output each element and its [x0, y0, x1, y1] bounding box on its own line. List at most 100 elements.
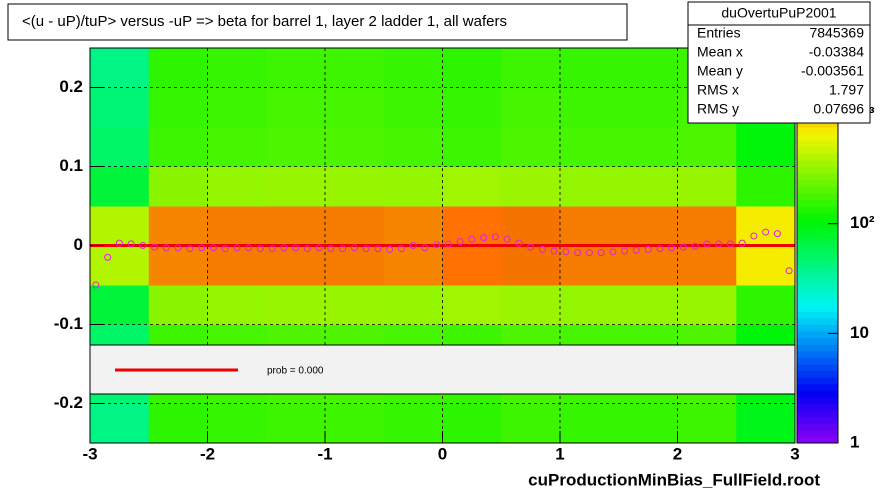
- heat-cell: [442, 403, 502, 444]
- profile-point: [621, 247, 629, 255]
- heat-cell: [560, 166, 620, 207]
- heat-cell: [325, 48, 385, 88]
- profile-point: [679, 243, 687, 251]
- color-bar-step: [797, 258, 838, 266]
- profile-point: [127, 240, 135, 248]
- heat-cell: [442, 206, 502, 246]
- heat-cell: [736, 403, 796, 444]
- stats-value: -0.03384: [809, 44, 864, 60]
- heat-cell: [501, 245, 561, 286]
- profile-point: [750, 232, 758, 240]
- heat-cell: [442, 127, 502, 167]
- heat-cell: [383, 48, 443, 88]
- heat-cell: [207, 245, 267, 286]
- profile-point: [292, 244, 300, 252]
- heat-cell: [90, 87, 150, 128]
- heat-cell: [148, 206, 208, 246]
- heat-cell: [736, 285, 796, 325]
- profile-point: [468, 235, 476, 243]
- heat-cell: [501, 403, 561, 444]
- heat-cell: [618, 48, 678, 88]
- heat-cell: [325, 166, 385, 207]
- profile-point: [174, 244, 182, 252]
- profile-point: [397, 245, 405, 253]
- y-tick-label: 0: [74, 235, 83, 254]
- color-bar-step: [797, 271, 838, 279]
- heat-cell: [266, 166, 326, 207]
- heat-cell: [677, 245, 737, 286]
- color-bar-step: [797, 120, 838, 128]
- color-bar-step: [797, 153, 838, 161]
- x-tick-label: 0: [438, 444, 447, 463]
- color-bar-step: [797, 383, 838, 391]
- color-bar-step: [797, 357, 838, 365]
- x-tick-label: -3: [82, 444, 97, 463]
- heat-cell: [560, 403, 620, 444]
- profile-point: [456, 238, 464, 246]
- profile-point: [362, 245, 370, 253]
- profile-point: [444, 240, 452, 248]
- profile-point: [773, 230, 781, 238]
- color-bar-step: [797, 133, 838, 141]
- heat-cell: [90, 166, 150, 207]
- profile-point: [691, 242, 699, 250]
- heat-cell: [266, 285, 326, 325]
- profile-point: [221, 245, 229, 253]
- profile-point: [644, 245, 652, 253]
- color-bar-step: [797, 159, 838, 167]
- profile-point: [715, 240, 723, 248]
- heat-cell: [736, 166, 796, 207]
- profile-point: [245, 244, 253, 252]
- heat-cell: [501, 87, 561, 128]
- heat-cell: [325, 87, 385, 128]
- profile-point: [703, 240, 711, 248]
- profile-point: [209, 244, 217, 252]
- profile-point: [785, 267, 793, 275]
- profile-point: [562, 248, 570, 256]
- profile-point: [115, 239, 123, 247]
- color-bar-step: [797, 396, 838, 404]
- file-name: cuProductionMinBias_FullField.root: [528, 470, 820, 489]
- heat-cell: [90, 48, 150, 88]
- heat-cell: [442, 166, 502, 207]
- title-box: [7, 3, 628, 41]
- z-tick-label: 10: [850, 323, 869, 342]
- fit-legend-text: prob = 0.000: [267, 366, 324, 377]
- heat-cell: [618, 285, 678, 325]
- color-bar-step: [797, 173, 838, 181]
- heat-cell: [325, 285, 385, 325]
- x-tick-label: 2: [673, 444, 682, 463]
- profile-point: [421, 244, 429, 252]
- heat-cell: [501, 48, 561, 88]
- color-bar-step: [797, 423, 838, 431]
- profile-point: [386, 245, 394, 253]
- color-bar-step: [797, 410, 838, 418]
- color-bar-step: [797, 377, 838, 385]
- x-tick-label: 3: [790, 444, 799, 463]
- heat-cell: [266, 127, 326, 167]
- profile-point: [256, 245, 264, 253]
- heat-cell: [560, 245, 620, 286]
- heat-cell: [677, 166, 737, 207]
- heat-cell: [383, 206, 443, 246]
- color-bar-step: [797, 265, 838, 273]
- profile-point: [339, 245, 347, 253]
- x-tick-label: -1: [317, 444, 332, 463]
- profile-point: [550, 247, 558, 255]
- stats-value: 7845369: [809, 25, 864, 41]
- heat-cell: [677, 403, 737, 444]
- profile-point: [162, 244, 170, 252]
- color-bar-step: [797, 238, 838, 246]
- heat-cell: [383, 87, 443, 128]
- profile-point: [327, 245, 335, 253]
- chart-title: <(u - uP)/tuP> versus -uP => beta for ba…: [22, 13, 507, 30]
- profile-point: [139, 242, 147, 249]
- profile-point: [104, 253, 112, 261]
- color-bar-step: [797, 219, 838, 227]
- profile-point: [303, 245, 311, 253]
- color-bar-step: [797, 199, 838, 207]
- heat-cell: [383, 127, 443, 167]
- heat-cell: [442, 48, 502, 88]
- heat-cell: [325, 245, 385, 286]
